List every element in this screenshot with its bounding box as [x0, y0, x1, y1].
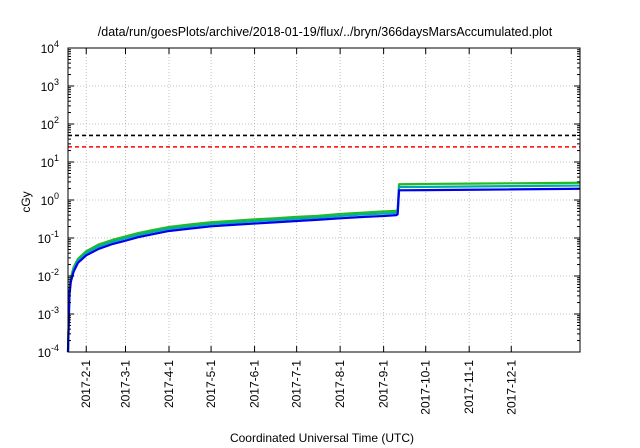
- x-axis-ticks: 2017-2-1 2017-3-1 2017-4-1 2017-5-1 2017-6-1…: [79, 48, 518, 415]
- chart-title: /data/run/goesPlots/archive/2018-01-19/f…: [98, 25, 553, 39]
- x-tick-label: 2017-9-1: [377, 360, 391, 408]
- y-axis-label: cGy: [19, 191, 33, 212]
- x-tick-label: 2017-7-1: [290, 360, 304, 408]
- grid-lines: [68, 48, 580, 352]
- x-tick-label: 2017-8-1: [333, 360, 347, 408]
- x-tick-label: 2017-11-1: [462, 360, 476, 414]
- x-tick-label: 2017-10-1: [419, 360, 433, 415]
- x-tick-label: 2017-2-1: [79, 360, 93, 408]
- series-line: [66, 187, 581, 353]
- x-tick-label: 2017-12-1: [504, 360, 518, 415]
- x-tick-label: 2017-4-1: [162, 360, 176, 408]
- reference-lines: [68, 134, 580, 148]
- series-line: [66, 181, 581, 353]
- x-axis-label: Coordinated Universal Time (UTC): [230, 431, 414, 445]
- x-tick-label: 2017-6-1: [248, 360, 262, 408]
- data-series: [66, 181, 581, 353]
- series-line: [66, 184, 581, 353]
- x-tick-label: 2017-3-1: [119, 360, 133, 408]
- x-tick-label: 2017-5-1: [204, 360, 218, 408]
